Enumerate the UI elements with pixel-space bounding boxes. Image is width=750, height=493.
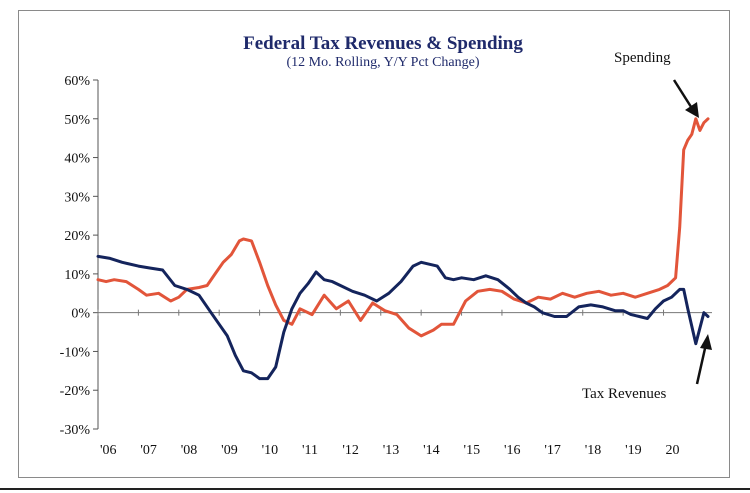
x-tick-label: '12 — [342, 443, 359, 458]
tax-revenues-annotation-label: Tax Revenues — [582, 386, 667, 402]
y-tick-label: 0% — [71, 307, 90, 322]
x-tick-label: '17 — [544, 443, 561, 458]
x-tick-label: '15 — [464, 443, 481, 458]
x-tick-label: '14 — [423, 443, 440, 458]
spending-arrow — [672, 79, 699, 118]
x-tick-label: '18 — [585, 443, 602, 458]
chart-subtitle: (12 Mo. Rolling, Y/Y Pct Change) — [286, 55, 479, 70]
bottom-border — [0, 488, 750, 490]
x-tick-label: '10 — [262, 443, 279, 458]
x-tick-label: '06 — [100, 443, 117, 458]
x-tick-label: '19 — [625, 443, 642, 458]
x-tick-label: '09 — [221, 443, 238, 458]
chart-title: Federal Tax Revenues & Spending — [243, 33, 523, 54]
series-layer — [96, 117, 710, 381]
x-tick-label: '16 — [504, 443, 521, 458]
spending-line — [96, 117, 710, 338]
spending-annotation-label: Spending — [614, 50, 671, 66]
x-tick-label: '07 — [140, 443, 157, 458]
y-tick-label: 50% — [64, 113, 90, 128]
y-tick-label: 30% — [64, 190, 90, 205]
y-tick-label: 60% — [64, 74, 90, 89]
y-tick-label: 10% — [64, 268, 90, 283]
x-axis: '06 '07 '08 '09 '10 '11 '12 '13 '14 '15 '16 '17 '18 '… — [97, 309, 712, 458]
x-tick-label: '11 — [302, 443, 318, 458]
chart-frame — [18, 10, 730, 478]
x-tick-label: '08 — [181, 443, 198, 458]
y-tick-label: -20% — [60, 384, 91, 399]
y-tick-label: -30% — [60, 423, 91, 438]
x-tick-label: '13 — [383, 443, 400, 458]
tax-revenues-line — [96, 254, 710, 381]
y-tick-label: -10% — [60, 345, 91, 360]
y-axis: 60% 50% 40% 30% 20% 10% 0% -10% -20% -30% — [60, 74, 99, 438]
y-tick-label: 20% — [64, 229, 90, 244]
tax-revenues-arrow — [695, 334, 712, 385]
y-tick-label: 40% — [64, 152, 90, 167]
x-tick-label: 20 — [666, 443, 680, 458]
